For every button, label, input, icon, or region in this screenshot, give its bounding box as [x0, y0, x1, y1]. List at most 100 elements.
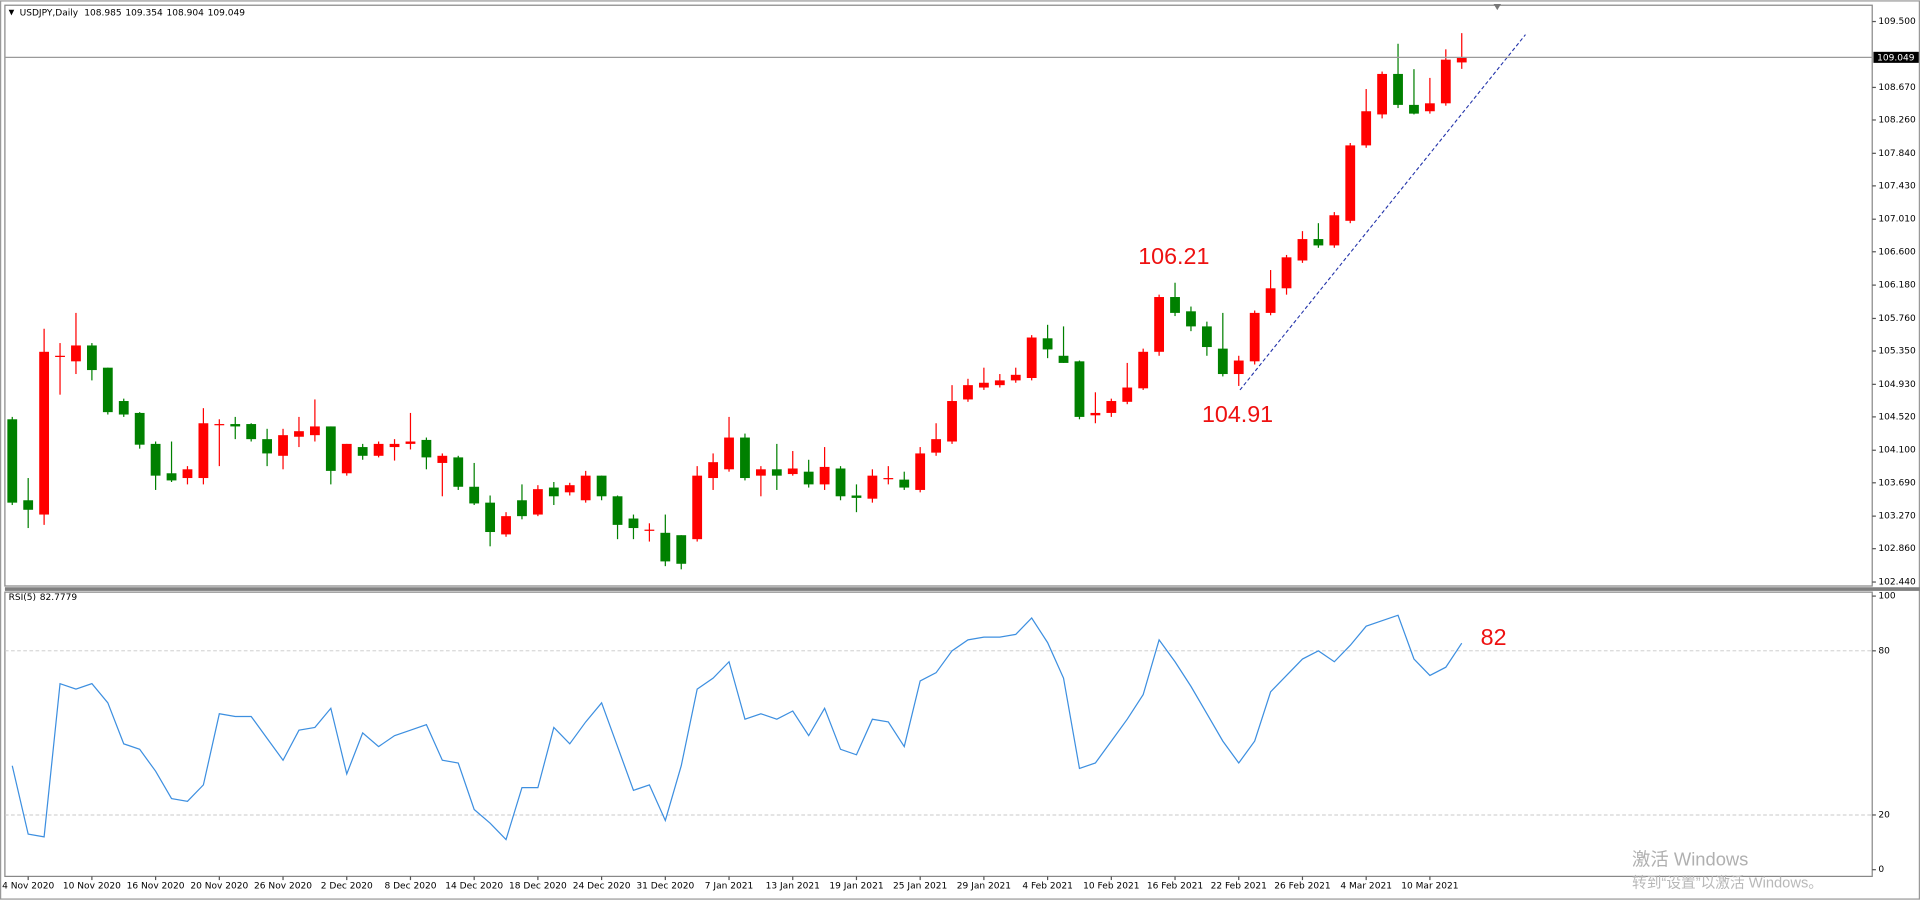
- y-tick-label: 102.860: [1878, 544, 1916, 554]
- header-open: 108.985: [84, 8, 121, 18]
- candle-body: [755, 469, 766, 476]
- y-tick-label: 102.440: [1878, 578, 1916, 588]
- candle-body: [1122, 387, 1133, 402]
- candle-body: [915, 453, 926, 490]
- candle-body: [1154, 297, 1165, 352]
- candle-body: [692, 475, 703, 540]
- y-tick-label: 103.690: [1878, 478, 1916, 488]
- candle-body: [676, 535, 687, 564]
- x-tick-label: 2 Dec 2020: [321, 882, 373, 892]
- candle-body: [819, 466, 830, 485]
- candle-body: [1138, 351, 1149, 389]
- x-tick-label: 10 Nov 2020: [63, 882, 121, 892]
- candle-body: [166, 473, 177, 481]
- candle-body: [134, 412, 145, 445]
- shift-marker: [1493, 4, 1501, 11]
- candle-body: [1361, 111, 1372, 146]
- candle-body: [771, 469, 782, 476]
- candle-body: [660, 532, 671, 562]
- annotation-high: 106.21: [1138, 243, 1209, 269]
- candle-body: [102, 367, 113, 413]
- symbol: USDJPY,Daily: [20, 8, 79, 18]
- candle-body: [230, 424, 241, 427]
- candle-body: [1424, 103, 1435, 112]
- x-tick-label: 8 Dec 2020: [384, 882, 436, 892]
- candle-body: [931, 439, 942, 453]
- x-tick-label: 29 Jan 2021: [957, 882, 1011, 892]
- x-tick-label: 7 Jan 2021: [705, 882, 753, 892]
- candle-body: [325, 426, 336, 471]
- candle-body: [469, 486, 480, 504]
- candle-body: [708, 462, 719, 479]
- rsi-last: 82.7779: [40, 593, 78, 603]
- x-tick-label: 4 Feb 2021: [1022, 882, 1073, 892]
- y-tick-label: 80: [1878, 646, 1890, 656]
- candle-body: [1201, 326, 1212, 348]
- panel-separator: [4, 587, 1920, 591]
- rsi-line: [11, 614, 1463, 841]
- candle-body: [39, 351, 50, 515]
- y-tick-label: 105.350: [1878, 347, 1916, 357]
- x-tick-label: 16 Feb 2021: [1147, 882, 1203, 892]
- candle-body: [1329, 215, 1340, 246]
- candle-body: [294, 431, 304, 437]
- candle-body: [405, 441, 416, 444]
- candle-body: [1345, 145, 1356, 221]
- x-tick-label: 25 Jan 2021: [893, 882, 947, 892]
- y-tick-label: 107.430: [1878, 181, 1916, 191]
- candle-body: [23, 500, 34, 510]
- annotation-low: 104.91: [1202, 401, 1273, 427]
- candle-body: [1265, 288, 1276, 313]
- candle-body: [198, 423, 209, 479]
- y-tick-label: 103.270: [1878, 512, 1916, 522]
- x-tick-label: 26 Feb 2021: [1274, 882, 1330, 892]
- rsi-header: RSI(5) 82.7779: [9, 593, 78, 603]
- candle-body: [947, 401, 957, 442]
- candle-body: [978, 382, 989, 388]
- candle-body: [835, 468, 846, 497]
- y-tick-label: 106.600: [1878, 247, 1916, 257]
- x-tick-label: 16 Nov 2020: [127, 882, 185, 892]
- candle-body: [1106, 401, 1117, 413]
- candle-body: [485, 502, 496, 533]
- main-panel: [4, 4, 1873, 587]
- candle-body: [517, 500, 527, 517]
- candle-body: [278, 435, 288, 456]
- header-high: 109.354: [125, 8, 163, 18]
- candle-body: [1058, 355, 1069, 363]
- candle-body: [246, 424, 257, 440]
- x-tick-label: 26 Nov 2020: [254, 882, 312, 892]
- candle-body: [724, 437, 734, 470]
- candle-body: [86, 345, 97, 371]
- watermark-line1: 激活 Windows: [1632, 848, 1748, 869]
- candle-body: [1281, 257, 1292, 289]
- y-tick-label: 0: [1878, 865, 1884, 875]
- rsi-panel: [4, 591, 1873, 878]
- candle-body: [1393, 73, 1403, 105]
- y-tick-label: 100: [1878, 592, 1896, 602]
- candle-body: [1186, 311, 1196, 327]
- candle-body: [357, 447, 368, 456]
- x-tick-label: 4 Nov 2020: [2, 882, 54, 892]
- y-tick-label: 105.760: [1878, 314, 1916, 324]
- candle-body: [883, 478, 894, 480]
- x-tick-label: 4 Mar 2021: [1340, 882, 1392, 892]
- annotation-rsi: 82: [1481, 624, 1507, 650]
- candle-body: [214, 424, 225, 426]
- y-tick-label: 107.010: [1878, 215, 1916, 225]
- candle-body: [182, 469, 193, 479]
- x-tick-label: 13 Jan 2021: [766, 882, 820, 892]
- y-tick-label: 109.500: [1878, 17, 1916, 27]
- price-label: 109.049: [1877, 53, 1915, 63]
- candle-body: [740, 437, 750, 479]
- candle-body: [1249, 312, 1260, 362]
- menu-arrow[interactable]: ▼: [9, 8, 15, 17]
- y-tick-label: 104.520: [1878, 412, 1916, 422]
- candle-body: [628, 518, 639, 529]
- candle-body: [580, 475, 591, 501]
- candle-body: [1313, 239, 1324, 246]
- y-tick-label: 108.670: [1878, 83, 1916, 93]
- candle-body: [644, 529, 655, 531]
